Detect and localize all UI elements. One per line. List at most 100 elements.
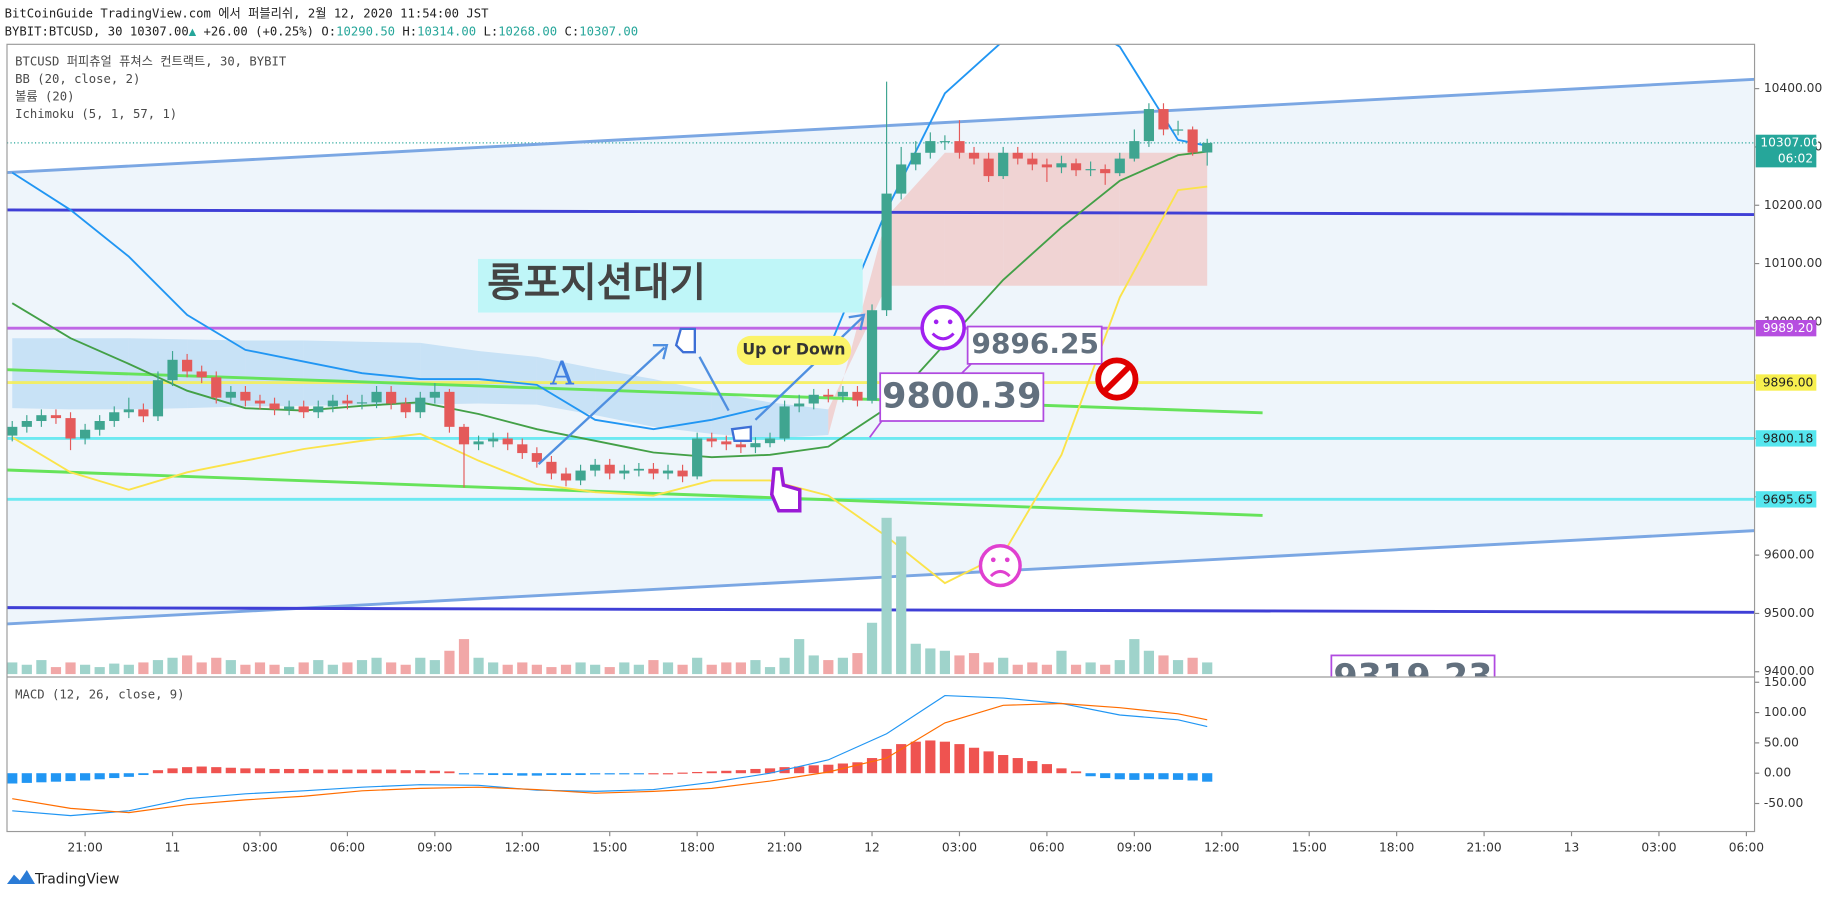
cloud-segment xyxy=(303,340,362,406)
macd-histogram-bar xyxy=(1172,773,1184,780)
x-tick-label: 12:00 xyxy=(505,840,540,854)
candle-body xyxy=(473,441,484,445)
candle-body xyxy=(225,391,236,398)
level-tag xyxy=(1755,320,1817,337)
candle-body xyxy=(619,470,630,474)
o-label: O: xyxy=(321,24,336,38)
macd-histogram-bar xyxy=(371,769,382,774)
y-tick-label: 10400.00 xyxy=(1764,81,1822,95)
candle-body xyxy=(327,400,338,407)
candle-body xyxy=(1056,163,1067,168)
macd-histogram-bar xyxy=(1070,771,1082,774)
volume-bar xyxy=(269,664,280,675)
cloud-segment xyxy=(1061,152,1120,286)
macd-panel xyxy=(7,695,1213,817)
volume-bar xyxy=(750,660,761,675)
volume-bar xyxy=(444,650,455,675)
candle-body xyxy=(342,400,353,404)
candle-body xyxy=(196,371,207,378)
candle-body xyxy=(1129,141,1140,159)
icon-eye xyxy=(990,557,996,563)
volume-bar xyxy=(327,664,338,675)
volume-bar xyxy=(21,664,32,675)
macd-histogram-bar xyxy=(298,768,309,774)
x-tick-label: 18:00 xyxy=(680,840,715,854)
volume-bar xyxy=(852,653,863,675)
volume-bar xyxy=(211,657,222,675)
volume-bar xyxy=(313,660,324,675)
volume-bar xyxy=(896,536,907,675)
candle-body xyxy=(1085,169,1096,171)
candle-body xyxy=(750,443,761,448)
volume-bar xyxy=(604,667,615,675)
macd-histogram-bar xyxy=(575,773,586,776)
volume-bar xyxy=(692,657,703,675)
candle-body xyxy=(852,391,863,401)
volume-bar xyxy=(590,664,601,675)
indicator-legend: 볼륨 (20) xyxy=(15,89,74,103)
x-tick-label: 03:00 xyxy=(1641,840,1676,854)
macd-histogram-bar xyxy=(284,768,295,774)
candle-body xyxy=(1143,109,1155,142)
x-tick-label: 06:00 xyxy=(1729,840,1764,854)
candle-body xyxy=(779,406,790,439)
volume-bar xyxy=(123,664,134,675)
y-tick-label: 100.00 xyxy=(1764,705,1807,719)
candle-body xyxy=(560,473,572,481)
macd-histogram-bar xyxy=(400,770,411,774)
macd-histogram-bar xyxy=(954,744,965,774)
signal-line xyxy=(12,702,1208,814)
macd-histogram-bar xyxy=(196,766,207,774)
axes: 9400.009500.009600.009700.009800.009900.… xyxy=(67,81,1822,854)
volume-bar xyxy=(954,655,965,675)
macd-histogram-bar xyxy=(342,769,353,774)
series-legend: BTCUSD 퍼피츄얼 퓨쳐스 컨트랙트, 30, BYBIT xyxy=(15,54,287,68)
volume-bar xyxy=(794,639,805,675)
candle-body xyxy=(138,409,149,417)
macd-histogram-bar xyxy=(109,773,120,779)
change: +26.00 (+0.25%) xyxy=(204,24,314,38)
macd-histogram-bar xyxy=(167,768,178,774)
volume-bar xyxy=(1100,664,1111,675)
macd-histogram-bar xyxy=(794,766,805,774)
y-tick-label: 150.00 xyxy=(1764,675,1807,689)
volume-bar xyxy=(968,653,980,675)
macd-histogram-bar xyxy=(706,771,717,774)
cloud-segment xyxy=(12,338,71,410)
macd-histogram-bar xyxy=(1158,773,1169,780)
note-box xyxy=(477,258,863,313)
macd-histogram-bar xyxy=(604,773,615,775)
macd-histogram-bar xyxy=(1143,773,1155,780)
volume-bar xyxy=(633,664,644,675)
published-line: BitCoinGuide TradingView.com 에서 퍼블리쉬, 2월… xyxy=(5,6,489,20)
macd-histogram-bar xyxy=(123,773,134,777)
volume-bar xyxy=(284,667,295,675)
candle-body xyxy=(546,461,557,474)
volume-bar xyxy=(1172,660,1184,675)
cloud-segment xyxy=(711,391,771,439)
volume-bar xyxy=(1202,662,1213,675)
volume-bar xyxy=(1027,662,1038,675)
macd-histogram-bar xyxy=(677,772,688,774)
candle-body xyxy=(502,438,513,445)
macd-histogram-bar xyxy=(356,769,368,774)
candle-body xyxy=(240,391,251,401)
macd-histogram-bar xyxy=(240,768,251,774)
volume-bar xyxy=(109,663,120,675)
y-tick-label: 9400.00 xyxy=(1764,664,1815,678)
price-note: 9800.39 xyxy=(882,377,1041,417)
y-tick-label: 10100.00 xyxy=(1764,256,1822,270)
volume-bar xyxy=(881,517,892,675)
volume-bar xyxy=(152,660,164,675)
candle-body xyxy=(794,403,805,407)
volume-bar xyxy=(779,657,790,675)
candle-body xyxy=(764,438,776,444)
candle-body xyxy=(998,152,1009,177)
volume-bar xyxy=(662,662,674,675)
candle-body xyxy=(954,141,965,153)
candle-body xyxy=(7,426,18,436)
candle-body xyxy=(896,164,907,194)
macd-histogram-bar xyxy=(488,773,499,776)
macd-histogram-bar xyxy=(983,751,994,774)
volume-bar xyxy=(837,657,848,675)
